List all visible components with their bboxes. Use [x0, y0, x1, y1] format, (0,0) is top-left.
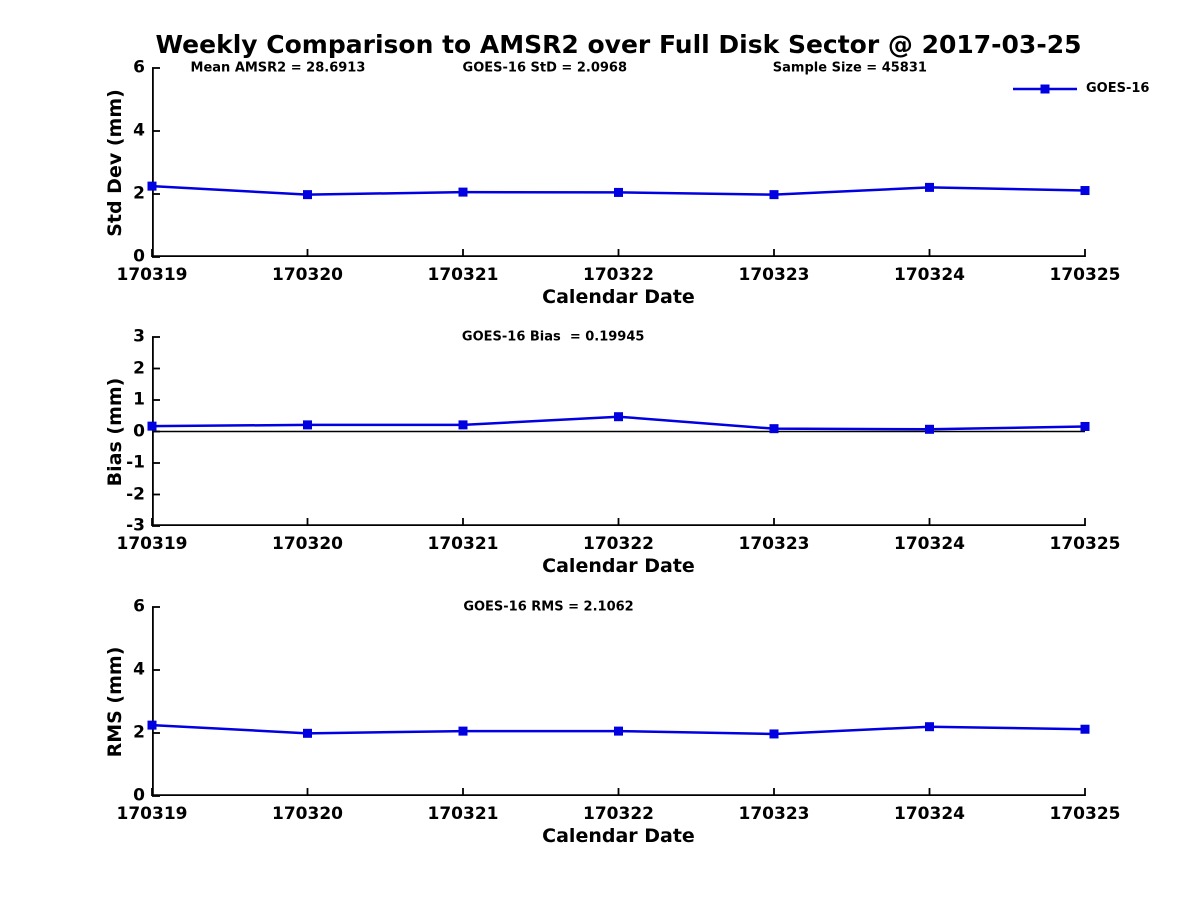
rms-data-marker: [147, 720, 157, 730]
std-dev-stat-annotation: Mean AMSR2 = 28.6913: [190, 60, 366, 76]
figure-title: Weekly Comparison to AMSR2 over Full Dis…: [155, 30, 1082, 59]
rms-ytick-label: 2: [133, 722, 145, 743]
bias-data-marker: [769, 424, 779, 434]
bias-x-axis-label: Calendar Date: [542, 555, 695, 577]
bias-xtick-label: 170320: [272, 534, 343, 554]
std-dev-x-axis-label: Calendar Date: [542, 286, 695, 308]
rms-xtick-label: 170320: [272, 804, 343, 824]
bias-ytick-label: 2: [133, 358, 145, 379]
rms-x-axis-label: Calendar Date: [542, 825, 695, 847]
std-dev-data-marker: [458, 187, 468, 197]
rms-data-marker: [1080, 724, 1090, 734]
bias-stat-annotation: GOES-16 Bias = 0.19945: [461, 329, 645, 345]
rms-ytick-label: 0: [133, 785, 145, 806]
std-dev-xtick-label: 170319: [116, 265, 188, 285]
bias-data-marker: [458, 420, 468, 430]
rms-data-marker: [925, 722, 934, 732]
std-dev-data-marker: [925, 182, 934, 192]
std-dev-xtick-label: 170325: [1049, 265, 1121, 285]
bias-data-marker: [147, 421, 157, 431]
subplot-bias: -3 -2 -1 0 1 2 3 170319 170320 170321 170322 170323…: [104, 327, 1120, 576]
std-dev-xtick-label: 170320: [272, 265, 343, 285]
bias-xtick-label: 170325: [1049, 534, 1121, 554]
bias-ytick-label: 0: [133, 421, 145, 442]
bias-ytick-label: 1: [133, 389, 145, 410]
std-dev-xtick-label: 170324: [894, 265, 965, 285]
rms-data-marker: [303, 728, 312, 738]
std-dev-data-marker: [614, 187, 623, 197]
rms-xtick-label: 170321: [427, 804, 499, 824]
std-dev-xtick-label: 170323: [738, 265, 810, 285]
bias-plot-area: [147, 336, 1090, 527]
bias-xtick-label: 170322: [583, 534, 654, 554]
bias-xtick-label: 170323: [738, 534, 810, 554]
rms-ytick-label: 4: [133, 659, 145, 680]
std-dev-data-marker: [1080, 186, 1090, 196]
std-dev-ytick-label: 2: [133, 183, 145, 204]
bias-xtick-label: 170319: [116, 534, 188, 554]
rms-plot-area: [147, 606, 1090, 797]
rms-xtick-label: 170324: [894, 804, 965, 824]
rms-y-axis-label: RMS (mm): [104, 646, 127, 757]
rms-data-marker: [458, 726, 468, 736]
subplot-std-dev: 0 2 4 6 170319 170320 170321 170322 170323 170324…: [104, 58, 1120, 307]
bias-data-marker: [925, 424, 934, 434]
std-dev-ytick-label: 6: [133, 57, 145, 78]
std-dev-stat-annotation: Sample Size = 45831: [772, 60, 927, 76]
bias-ytick-label: -1: [126, 452, 145, 473]
subplot-rms: 0 2 4 6 170319 170320 170321 170322 170323 170324…: [104, 597, 1120, 846]
std-dev-y-axis-label: Std Dev (mm): [104, 88, 127, 237]
bias-ytick-label: -3: [126, 515, 145, 536]
std-dev-plot-area: [147, 67, 1090, 258]
bias-xtick-label: 170324: [894, 534, 965, 554]
bias-data-marker: [303, 420, 312, 430]
std-dev-ytick-label: 0: [133, 246, 145, 267]
std-dev-data-marker: [769, 190, 779, 200]
bias-ytick-label: -2: [126, 484, 145, 505]
bias-y-axis-label: Bias (mm): [104, 377, 127, 486]
std-dev-xtick-label: 170322: [583, 265, 654, 285]
legend: GOES-16: [1013, 81, 1149, 96]
std-dev-data-marker: [303, 190, 312, 200]
legend-label: GOES-16: [1086, 81, 1150, 96]
legend-line-marker-icon: [1013, 84, 1077, 93]
std-dev-xtick-label: 170321: [427, 265, 499, 285]
rms-xtick-label: 170325: [1049, 804, 1121, 824]
bias-data-marker: [1080, 421, 1090, 431]
rms-data-marker: [614, 726, 623, 736]
rms-xtick-label: 170319: [116, 804, 188, 824]
std-dev-data-marker: [147, 181, 157, 191]
bias-data-marker: [614, 412, 623, 422]
rms-xtick-label: 170322: [583, 804, 654, 824]
rms-data-marker: [769, 729, 779, 739]
bias-xtick-label: 170321: [427, 534, 499, 554]
rms-xtick-label: 170323: [738, 804, 810, 824]
rms-ytick-label: 6: [133, 596, 145, 617]
rms-stat-annotation: GOES-16 RMS = 2.1062: [463, 599, 634, 615]
std-dev-ytick-label: 4: [133, 120, 145, 141]
bias-ytick-label: 3: [133, 326, 145, 347]
std-dev-stat-annotation: GOES-16 StD = 2.0968: [462, 60, 628, 76]
